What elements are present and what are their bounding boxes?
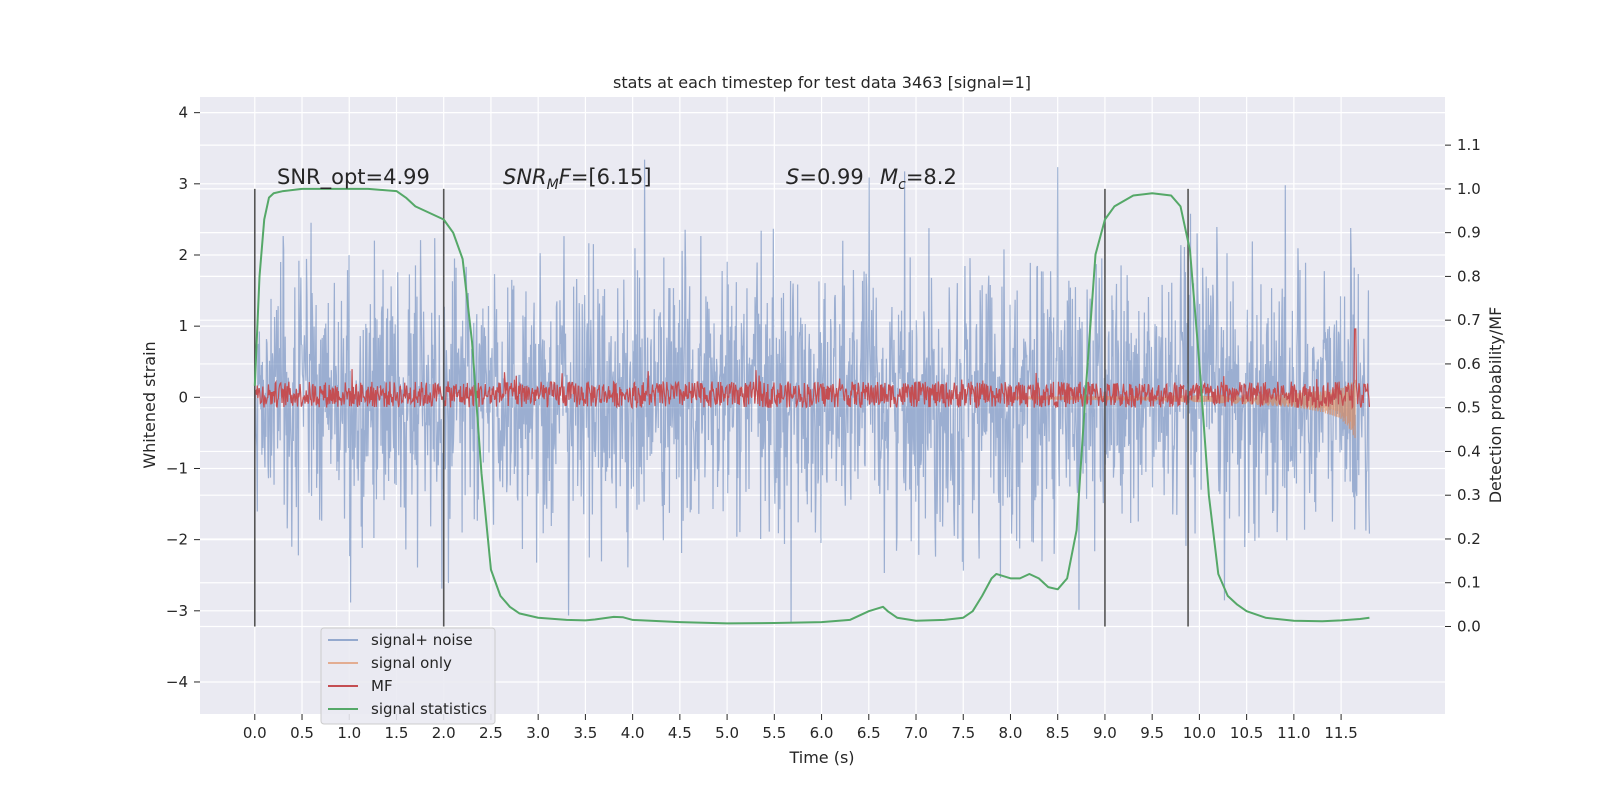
- tick-label-left: 1: [178, 317, 188, 335]
- x-axis-ticks: 0.0 0.5 1.0 1.5 2.0 2.5 3.0 3.5 4.0 4.5 5.0 5.5 6.0 6…: [243, 714, 1358, 742]
- legend-label-signal-noise: signal+ noise: [371, 631, 473, 649]
- tick-label-x: 11.0: [1277, 724, 1310, 742]
- legend-label-signal-statistics: signal statistics: [371, 700, 487, 718]
- annotation-mc: Mc=8.2: [880, 165, 957, 193]
- tick-label-right: 0.7: [1457, 311, 1481, 329]
- legend: signal+ noise signal only MF signal stat…: [320, 627, 496, 725]
- tick-label-x: 4.0: [621, 724, 645, 742]
- tick-label-right: 0.8: [1457, 267, 1481, 285]
- tick-label-right: 0.9: [1457, 224, 1481, 242]
- tick-label-x: 7.0: [904, 724, 928, 742]
- tick-label-x: 6.5: [857, 724, 881, 742]
- tick-label-x: 7.5: [951, 724, 975, 742]
- tick-label-x: 8.0: [999, 724, 1023, 742]
- tick-label-left: −3: [166, 602, 188, 620]
- tick-label-x: 9.0: [1093, 724, 1117, 742]
- tick-label-x: 0.0: [243, 724, 267, 742]
- tick-label-x: 8.5: [1046, 724, 1070, 742]
- tick-label-right: 1.1: [1457, 136, 1481, 154]
- tick-label-right: 1.0: [1457, 180, 1481, 198]
- annotation-snr-opt: SNR_opt=4.99: [277, 165, 430, 190]
- tick-label-x: 2.0: [432, 724, 456, 742]
- series-mf: [254, 328, 1371, 410]
- tick-label-left: 4: [178, 104, 188, 122]
- tick-label-x: 11.5: [1324, 724, 1357, 742]
- tick-label-right: 0.1: [1457, 574, 1481, 592]
- tick-label-right: 0.3: [1457, 486, 1481, 504]
- tick-label-right: 0.0: [1457, 617, 1481, 635]
- tick-label-x: 10.5: [1230, 724, 1263, 742]
- annotation-s: S=0.99: [786, 165, 864, 189]
- tick-label-x: 3.5: [573, 724, 597, 742]
- tick-label-x: 1.0: [337, 724, 361, 742]
- line-signal-noise: [254, 159, 1371, 623]
- tick-label-left: 0: [178, 388, 188, 406]
- series-signal-statistics: [253, 187, 1370, 625]
- right-axis-ticks: 0.0 0.1 0.2 0.3 0.4 0.5 0.6 0.7 0.8 0.9 1.0 1.1: [1445, 136, 1481, 635]
- tick-label-x: 6.0: [810, 724, 834, 742]
- tick-label-right: 0.4: [1457, 442, 1481, 460]
- chart-title: stats at each timestep for test data 346…: [613, 73, 1031, 92]
- tick-label-right: 0.5: [1457, 399, 1481, 417]
- tick-label-left: −2: [166, 531, 188, 549]
- line-signal-statistics: [253, 187, 1370, 625]
- left-axis-label: Whitened strain: [140, 341, 159, 468]
- tick-label-x: 3.0: [526, 724, 550, 742]
- tick-label-left: −4: [166, 673, 188, 691]
- tick-label-x: 1.5: [385, 724, 409, 742]
- right-axis-label: Detection probability/MF: [1486, 307, 1505, 504]
- tick-label-left: 3: [178, 175, 188, 193]
- tick-label-x: 5.0: [715, 724, 739, 742]
- tick-label-left: −1: [166, 459, 188, 477]
- legend-item-signal-noise: signal+ noise: [328, 631, 473, 649]
- vertical-markers: [253, 188, 1189, 627]
- line-mf: [254, 328, 1371, 410]
- legend-item-signal-statistics: signal statistics: [328, 700, 487, 718]
- tick-label-x: 4.5: [668, 724, 692, 742]
- tick-label-left: 2: [178, 246, 188, 264]
- legend-label-mf: MF: [371, 677, 393, 695]
- tick-label-x: 0.5: [290, 724, 314, 742]
- x-axis-label: Time (s): [788, 748, 854, 767]
- legend-item-signal-only: signal only: [328, 654, 452, 672]
- legend-label-signal-only: signal only: [371, 654, 452, 672]
- left-axis-ticks: −4 −3 −2 −1 0 1 2 3 4: [166, 104, 200, 691]
- tick-label-x: 10.0: [1183, 724, 1216, 742]
- annotation-snr-mf: SNRMF=[6.15]: [503, 165, 652, 193]
- tick-label-x: 9.5: [1140, 724, 1164, 742]
- legend-box: [320, 627, 496, 725]
- legend-item-mf: MF: [328, 677, 393, 695]
- series-signal-noise: [254, 159, 1371, 623]
- tick-label-x: 5.5: [762, 724, 786, 742]
- tick-label-right: 0.2: [1457, 530, 1481, 548]
- tick-label-right: 0.6: [1457, 355, 1481, 373]
- tick-label-x: 2.5: [479, 724, 503, 742]
